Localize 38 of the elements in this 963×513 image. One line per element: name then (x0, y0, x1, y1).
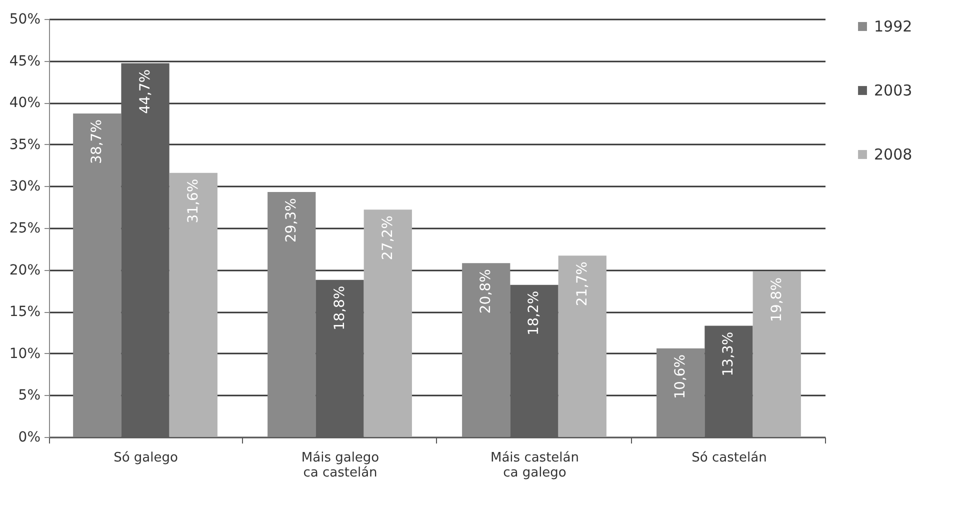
y-tick-label: 15% (9, 304, 40, 320)
y-tick-label: 25% (9, 220, 40, 236)
data-label: 10,6% (672, 354, 689, 399)
data-label: 20,8% (478, 269, 494, 314)
bar (169, 172, 218, 437)
data-label: 19,8% (768, 277, 785, 322)
x-tick-label: Só galego (114, 450, 178, 466)
bar (268, 192, 316, 437)
legend-label: 2003 (874, 82, 912, 100)
data-label: 29,3% (284, 198, 300, 243)
y-tick-label: 10% (9, 346, 40, 362)
data-label: 18,8% (332, 286, 348, 330)
y-tick-label: 50% (9, 12, 40, 28)
bar (73, 113, 122, 437)
y-tick-label: 45% (9, 53, 40, 70)
bar (752, 271, 801, 437)
y-tick-label: 40% (9, 95, 40, 112)
data-label: 27,2% (380, 216, 396, 260)
data-label: 31,6% (185, 178, 202, 224)
x-tick-label: Só castelán (692, 450, 767, 466)
data-label: 44,7% (137, 69, 154, 114)
x-tick-label: Máis galego ca castelán (301, 450, 380, 480)
data-label: 38,7% (89, 119, 106, 164)
bar (364, 210, 412, 437)
data-label: 21,7% (574, 262, 590, 306)
legend-label: 2008 (874, 146, 912, 164)
y-tick-label: 35% (9, 136, 40, 153)
bar (558, 256, 606, 437)
bar (462, 263, 510, 437)
bar (656, 348, 705, 437)
data-label: 18,2% (526, 290, 542, 336)
legend-label: 1992 (874, 18, 912, 36)
y-tick-label: 30% (9, 178, 40, 195)
y-tick-label: 5% (18, 388, 40, 404)
data-label: 13,3% (720, 332, 737, 376)
x-tick-label: Máis castelán ca galego (490, 450, 579, 480)
y-tick-label: 0% (18, 430, 40, 446)
y-tick-label: 20% (9, 262, 40, 278)
